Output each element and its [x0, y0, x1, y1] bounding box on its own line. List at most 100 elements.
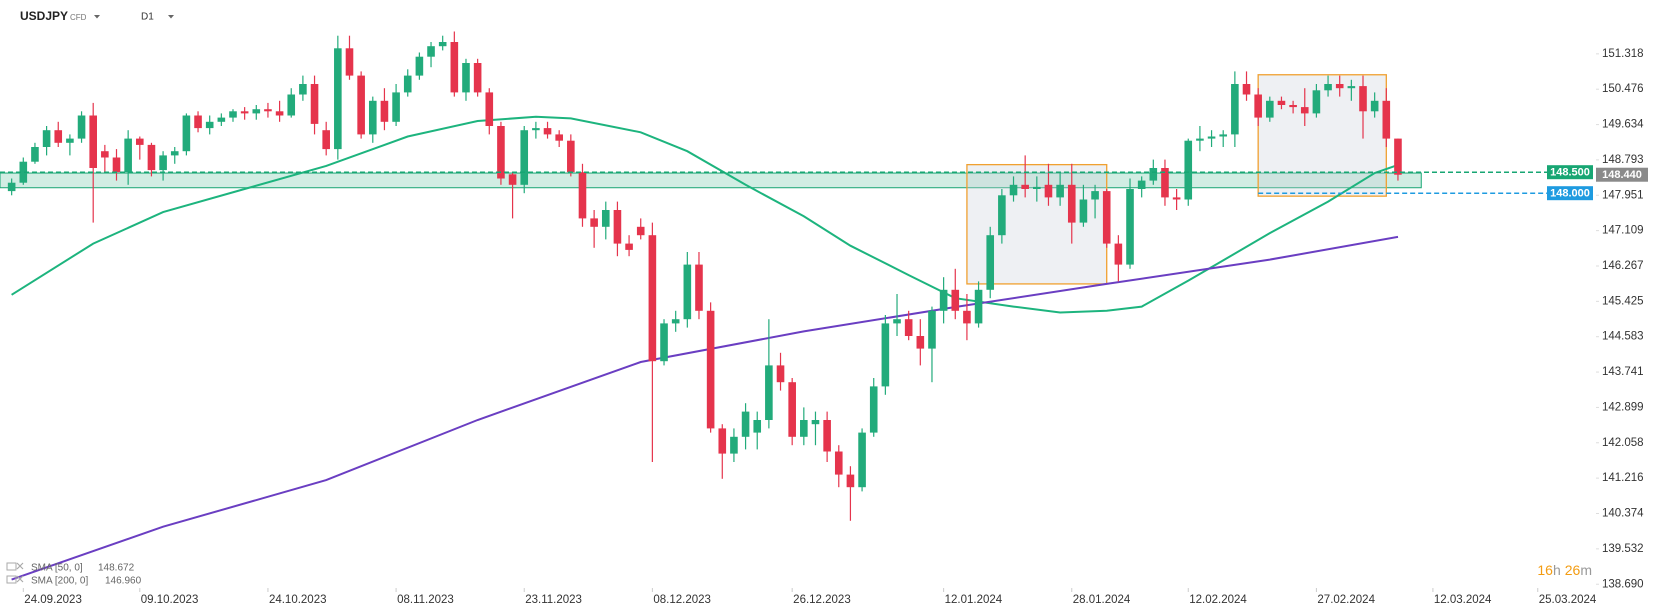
candle-body [683, 264, 692, 320]
x-tick-label: 12.01.2024 [945, 594, 1003, 606]
y-tick-label: 147.109 [1602, 225, 1644, 237]
symbol-dropdown[interactable] [94, 15, 100, 19]
y-tick-label: 150.476 [1602, 83, 1644, 95]
candle-body [741, 411, 750, 437]
candle-body [800, 420, 808, 437]
x-tick-label: 26.12.2023 [793, 594, 851, 606]
x-tick-label: 23.11.2023 [525, 594, 582, 606]
y-tick-label: 151.318 [1602, 48, 1644, 60]
candle-body [147, 144, 156, 171]
candle-body [1172, 197, 1181, 200]
candle-body [229, 111, 237, 118]
candle-body [1207, 136, 1216, 139]
candle-body [7, 182, 16, 192]
candle-body [473, 63, 482, 93]
candle-body [345, 48, 354, 76]
candle-body [974, 289, 983, 324]
candle-body [601, 210, 610, 227]
legend-name: SMA [200, 0] [31, 576, 88, 587]
x-tick-label: 24.09.2023 [24, 594, 82, 606]
y-tick-label: 149.634 [1602, 119, 1644, 131]
candle-body [998, 195, 1006, 236]
price-tag [1547, 165, 1593, 180]
last-price-label: 148.440 [1602, 169, 1642, 181]
candle-body [1277, 100, 1286, 105]
candle-body [42, 130, 51, 147]
x-tick-label: 28.01.2024 [1073, 594, 1131, 606]
candle-body [1067, 184, 1076, 223]
y-tick-label: 138.690 [1602, 578, 1644, 590]
candle-body [392, 92, 400, 122]
candle-body [322, 130, 330, 150]
candle-body [1079, 199, 1088, 223]
candle-body [951, 289, 960, 311]
candle-body [124, 138, 132, 173]
sma-line [11, 115, 1399, 314]
candle-body [823, 420, 831, 452]
candle-body [928, 310, 936, 349]
x-tick-label: 25.03.2024 [1539, 594, 1597, 606]
candle-body [765, 365, 773, 420]
candle-body [613, 210, 622, 244]
y-tick-label: 142.899 [1602, 401, 1644, 413]
candle-body [170, 151, 179, 156]
candle-body [1137, 180, 1146, 189]
symbol-type: CFD [70, 13, 87, 22]
candle-body [1196, 138, 1204, 141]
legend: SMA [50, 0] 148.672 SMA [200, 0] 146.960 [6, 562, 142, 587]
candle-body [858, 432, 866, 488]
candle-body [1161, 168, 1169, 198]
timeframe[interactable]: D1 [141, 12, 154, 23]
candle-body [1033, 186, 1041, 189]
candle-body [1231, 84, 1239, 135]
candle-body [264, 109, 272, 112]
candle-body [101, 151, 109, 158]
candle-body [89, 115, 97, 168]
candle-body [1300, 107, 1309, 114]
candle-body [508, 174, 517, 185]
candle-body [671, 319, 680, 324]
candle-body [1219, 134, 1228, 137]
candle-body [19, 161, 28, 183]
candle-body [730, 436, 738, 454]
candle-body [240, 111, 249, 114]
legend-value: 146.960 [105, 576, 142, 587]
y-tick-label: 144.583 [1602, 331, 1644, 343]
candle-body [590, 218, 598, 227]
candle-body [1114, 243, 1123, 265]
candle-body [450, 42, 459, 93]
legend-icon[interactable] [6, 575, 24, 584]
x-tick-label: 08.11.2023 [397, 594, 454, 606]
candle-body [462, 63, 470, 93]
candle-body [706, 310, 715, 429]
x-tick-label: 09.10.2023 [141, 594, 199, 606]
candle-body [916, 336, 925, 349]
candle-body [695, 264, 703, 311]
timeframe-dropdown[interactable] [168, 15, 174, 19]
candle-body [648, 235, 657, 362]
y-tick-label: 145.425 [1602, 295, 1644, 307]
candle-body [520, 130, 529, 185]
candle-body [1102, 191, 1111, 244]
candle-body [543, 128, 552, 135]
legend-value: 148.672 [98, 563, 135, 574]
candle-body [753, 420, 762, 433]
candle-body [334, 48, 342, 150]
candle-body [1009, 184, 1018, 196]
candle-body [788, 382, 796, 437]
y-tick-label: 146.267 [1602, 260, 1644, 272]
legend-icon[interactable] [6, 562, 24, 571]
y-tick-label: 139.532 [1602, 543, 1644, 555]
candle-body [275, 111, 284, 116]
candle-body [380, 100, 389, 122]
symbol[interactable]: USDJPY [20, 9, 68, 23]
x-tick-label: 27.02.2024 [1317, 594, 1375, 606]
candle-body [1266, 100, 1274, 118]
x-tick-label: 08.12.2023 [653, 594, 711, 606]
candle-body [299, 84, 307, 95]
candle-body [1347, 86, 1356, 89]
candle-body [776, 365, 785, 383]
candle-body [1335, 84, 1344, 89]
candle-body [497, 126, 505, 179]
